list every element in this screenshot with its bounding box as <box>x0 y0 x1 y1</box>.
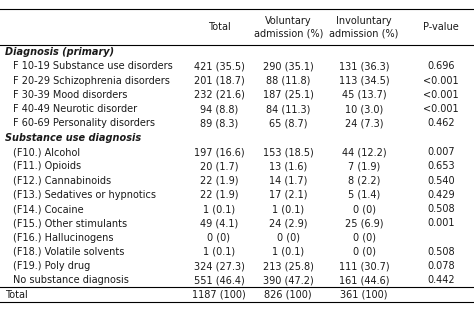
Text: Diagnosis (primary): Diagnosis (primary) <box>5 47 114 57</box>
Text: 324 (27.3): 324 (27.3) <box>193 261 245 271</box>
Text: 0 (0): 0 (0) <box>353 204 375 214</box>
Text: 361 (100): 361 (100) <box>340 290 388 299</box>
Text: 94 (8.8): 94 (8.8) <box>200 104 238 114</box>
Text: F 30-39 Mood disorders: F 30-39 Mood disorders <box>13 90 127 100</box>
Text: 0.429: 0.429 <box>427 190 455 200</box>
Text: 88 (11.8): 88 (11.8) <box>266 76 310 86</box>
Text: Total: Total <box>208 22 230 32</box>
Text: 0.508: 0.508 <box>427 204 455 214</box>
Text: 17 (2.1): 17 (2.1) <box>269 190 308 200</box>
Text: 131 (36.3): 131 (36.3) <box>339 62 389 72</box>
Text: 0.078: 0.078 <box>427 261 455 271</box>
Text: (F16.) Hallucinogens: (F16.) Hallucinogens <box>13 233 113 243</box>
Text: 14 (1.7): 14 (1.7) <box>269 175 307 185</box>
Text: F 20-29 Schizophrenia disorders: F 20-29 Schizophrenia disorders <box>13 76 170 86</box>
Text: 24 (2.9): 24 (2.9) <box>269 218 308 228</box>
Text: 1 (0.1): 1 (0.1) <box>272 204 304 214</box>
Text: 551 (46.4): 551 (46.4) <box>193 275 245 285</box>
Text: 1187 (100): 1187 (100) <box>192 290 246 299</box>
Text: 0 (0): 0 (0) <box>208 233 230 243</box>
Text: 25 (6.9): 25 (6.9) <box>345 218 383 228</box>
Text: (F11.) Opioids: (F11.) Opioids <box>13 161 81 171</box>
Text: 0.696: 0.696 <box>427 62 455 72</box>
Text: 1 (0.1): 1 (0.1) <box>272 247 304 257</box>
Text: 65 (8.7): 65 (8.7) <box>269 118 308 128</box>
Text: 1 (0.1): 1 (0.1) <box>203 247 235 257</box>
Text: (F18.) Volatile solvents: (F18.) Volatile solvents <box>13 247 124 257</box>
Text: 0.508: 0.508 <box>427 247 455 257</box>
Text: (F12.) Cannabinoids: (F12.) Cannabinoids <box>13 175 111 185</box>
Text: 0.540: 0.540 <box>427 175 455 185</box>
Text: 153 (18.5): 153 (18.5) <box>263 147 314 157</box>
Text: 20 (1.7): 20 (1.7) <box>200 161 238 171</box>
Text: 0.442: 0.442 <box>427 275 455 285</box>
Text: Total: Total <box>5 290 27 299</box>
Text: 290 (35.1): 290 (35.1) <box>263 62 314 72</box>
Text: 421 (35.5): 421 (35.5) <box>193 62 245 72</box>
Text: 111 (30.7): 111 (30.7) <box>339 261 389 271</box>
Text: <0.001: <0.001 <box>423 90 459 100</box>
Text: 0.653: 0.653 <box>427 161 455 171</box>
Text: 13 (1.6): 13 (1.6) <box>269 161 307 171</box>
Text: 0 (0): 0 (0) <box>353 247 375 257</box>
Text: No substance diagnosis: No substance diagnosis <box>13 275 128 285</box>
Text: 44 (12.2): 44 (12.2) <box>342 147 386 157</box>
Text: 0 (0): 0 (0) <box>277 233 300 243</box>
Text: 232 (21.6): 232 (21.6) <box>193 90 245 100</box>
Text: (F15.) Other stimulants: (F15.) Other stimulants <box>13 218 127 228</box>
Text: 22 (1.9): 22 (1.9) <box>200 190 238 200</box>
Text: 390 (47.2): 390 (47.2) <box>263 275 314 285</box>
Text: (F10.) Alcohol: (F10.) Alcohol <box>13 147 80 157</box>
Text: 0.462: 0.462 <box>427 118 455 128</box>
Text: 187 (25.1): 187 (25.1) <box>263 90 314 100</box>
Text: 161 (44.6): 161 (44.6) <box>339 275 389 285</box>
Text: 826 (100): 826 (100) <box>264 290 312 299</box>
Text: (F19.) Poly drug: (F19.) Poly drug <box>13 261 90 271</box>
Text: 10 (3.0): 10 (3.0) <box>345 104 383 114</box>
Text: 8 (2.2): 8 (2.2) <box>348 175 380 185</box>
Text: F 10-19 Substance use disorders: F 10-19 Substance use disorders <box>13 62 173 72</box>
Text: 197 (16.6): 197 (16.6) <box>194 147 244 157</box>
Text: 113 (34.5): 113 (34.5) <box>339 76 389 86</box>
Text: 24 (7.3): 24 (7.3) <box>345 118 383 128</box>
Text: 201 (18.7): 201 (18.7) <box>193 76 245 86</box>
Text: 0 (0): 0 (0) <box>353 233 375 243</box>
Text: 45 (13.7): 45 (13.7) <box>342 90 386 100</box>
Text: 0.007: 0.007 <box>427 147 455 157</box>
Text: 1 (0.1): 1 (0.1) <box>203 204 235 214</box>
Text: Involuntary
admission (%): Involuntary admission (%) <box>329 16 399 39</box>
Text: P-value: P-value <box>423 22 459 32</box>
Text: <0.001: <0.001 <box>423 76 459 86</box>
Text: F 40-49 Neurotic disorder: F 40-49 Neurotic disorder <box>13 104 137 114</box>
Text: Substance use diagnosis: Substance use diagnosis <box>5 133 141 143</box>
Text: 89 (8.3): 89 (8.3) <box>200 118 238 128</box>
Text: 49 (4.1): 49 (4.1) <box>200 218 238 228</box>
Text: Voluntary
admission (%): Voluntary admission (%) <box>254 16 323 39</box>
Text: 84 (11.3): 84 (11.3) <box>266 104 310 114</box>
Text: 213 (25.8): 213 (25.8) <box>263 261 314 271</box>
Text: 5 (1.4): 5 (1.4) <box>348 190 380 200</box>
Text: (F14.) Cocaine: (F14.) Cocaine <box>13 204 83 214</box>
Text: F 60-69 Personality disorders: F 60-69 Personality disorders <box>13 118 155 128</box>
Text: 0.001: 0.001 <box>427 218 455 228</box>
Text: <0.001: <0.001 <box>423 104 459 114</box>
Text: 22 (1.9): 22 (1.9) <box>200 175 238 185</box>
Text: 7 (1.9): 7 (1.9) <box>348 161 380 171</box>
Text: (F13.) Sedatives or hypnotics: (F13.) Sedatives or hypnotics <box>13 190 156 200</box>
